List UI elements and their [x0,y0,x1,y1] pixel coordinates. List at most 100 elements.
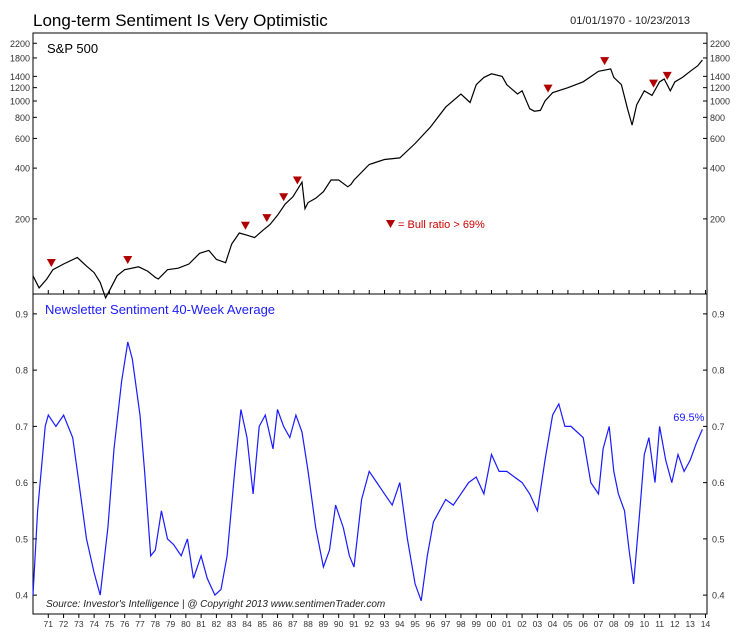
x-tick-label: 99 [471,619,481,629]
x-tick-label: 73 [74,619,84,629]
x-tick-label: 82 [212,619,222,629]
bull-ratio-marker [292,176,302,185]
x-tick-label: 86 [273,619,283,629]
sentiment-series-line [32,341,703,602]
x-tick-label: 97 [441,619,451,629]
x-tick-label: 72 [59,619,69,629]
x-tick-label: 85 [258,619,268,629]
price-tick-label-left: 200 [15,214,30,224]
price-tick-label-right: 600 [710,134,725,144]
bull-ratio-marker [240,221,250,230]
x-tick-label: 12 [670,619,680,629]
x-tick-label: 77 [135,619,145,629]
bull-ratio-marker [46,258,56,267]
sentiment-tick-label-right: 0.9 [712,309,725,319]
sentiment-tick-label-right: 0.5 [712,534,725,544]
sentiment-tick-label-right: 0.4 [712,591,725,601]
sentiment-tick-label-left: 0.4 [15,591,28,601]
x-tick-label: 91 [349,619,359,629]
x-tick-label: 10 [640,619,650,629]
price-tick-label-right: 1200 [710,83,730,93]
sentiment-tick-label-left: 0.7 [15,422,28,432]
price-tick-label-left: 400 [15,164,30,174]
x-tick-label: 75 [105,619,115,629]
price-axis: 200 200 400 400 600 600 800 800 1000 1000 1200 1200… [10,39,730,225]
sentiment-tick-label-left: 0.6 [15,478,28,488]
sentiment-tick-label-right: 0.8 [712,366,725,376]
sentiment-tick-label-right: 0.6 [712,478,725,488]
x-tick-label: 08 [609,619,619,629]
chart-title: Long-term Sentiment Is Very Optimistic [33,11,328,30]
bull-ratio-marker [662,71,672,80]
price-panel-title: S&P 500 [47,41,98,56]
legend-text: = Bull ratio > 69% [398,219,485,231]
source-footer: Source: Investor's Intelligence | @ Copy… [46,599,385,610]
legend-marker-icon [386,220,395,228]
sentiment-tick-label-left: 0.5 [15,534,28,544]
x-tick-label: 92 [365,619,375,629]
sentiment-panel-title: Newsletter Sentiment 40-Week Average [45,302,275,317]
bull-ratio-marker [543,84,553,93]
x-tick-label: 93 [380,619,390,629]
bull-ratio-markers [46,57,672,267]
x-tick-label: 02 [517,619,527,629]
x-tick-label: 81 [196,619,206,629]
date-range: 01/01/1970 - 10/23/2013 [570,15,690,27]
x-tick-label: 71 [44,619,54,629]
x-tick-label: 80 [181,619,191,629]
price-tick-label-left: 800 [15,113,30,123]
x-tick-label: 76 [120,619,130,629]
bull-ratio-marker [649,79,659,88]
x-tick-label: 09 [624,619,634,629]
price-tick-label-left: 600 [15,134,30,144]
x-tick-label: 05 [563,619,573,629]
x-tick-label: 90 [334,619,344,629]
price-tick-label-right: 1800 [710,53,730,63]
sentiment-tick-label-right: 0.7 [712,422,725,432]
bull-ratio-marker [123,256,133,265]
x-tick-label: 79 [166,619,176,629]
last-value-label: 69.5% [673,412,704,424]
sentiment-panel-frame [32,293,708,615]
price-tick-label-right: 1000 [710,97,730,107]
price-panel-frame [32,32,708,295]
sentiment-tick-label-left: 0.9 [15,309,28,319]
bull-ratio-marker [262,214,272,223]
x-tick-label: 04 [548,619,558,629]
x-tick-label: 06 [578,619,588,629]
x-tick-label: 11 [655,619,664,629]
x-tick-label: 94 [395,619,405,629]
x-tick-label: 78 [151,619,161,629]
price-series-line [32,59,703,300]
x-tick-label: 83 [227,619,237,629]
price-tick-label-right: 2200 [710,39,730,49]
x-tick-label: 87 [288,619,298,629]
price-tick-label-left: 1800 [10,53,30,63]
price-tick-label-right: 800 [710,113,725,123]
price-tick-label-left: 1400 [10,72,30,82]
x-tick-label: 96 [426,619,436,629]
x-tick-label: 14 [701,619,711,629]
bull-ratio-marker [279,193,289,202]
sentiment-tick-label-left: 0.8 [15,366,28,376]
x-tick-label: 95 [410,619,420,629]
x-tick-label: 74 [89,619,99,629]
price-tick-label-left: 1000 [10,97,30,107]
x-tick-label: 98 [456,619,466,629]
x-tick-label: 84 [242,619,252,629]
x-tick-label: 07 [594,619,604,629]
price-tick-label-right: 400 [710,164,725,174]
price-tick-label-left: 1200 [10,83,30,93]
sentiment-axis: 0.4 0.4 0.5 0.5 0.6 0.6 0.7 0.7 0.8 0.8 0.9 0.9 [15,309,724,600]
price-tick-label-right: 200 [710,214,725,224]
bull-ratio-marker [600,57,610,66]
x-tick-label: 00 [487,619,497,629]
x-tick-label: 01 [502,619,512,629]
price-tick-label-left: 2200 [10,39,30,49]
price-tick-label-right: 1400 [710,72,730,82]
x-tick-label: 13 [685,619,695,629]
x-axis: 71 72 73 74 75 76 77 78 79 80 81 82 83 84 85 86 87 88 89 90… [44,290,711,629]
x-tick-label: 03 [533,619,543,629]
x-tick-label: 88 [303,619,313,629]
